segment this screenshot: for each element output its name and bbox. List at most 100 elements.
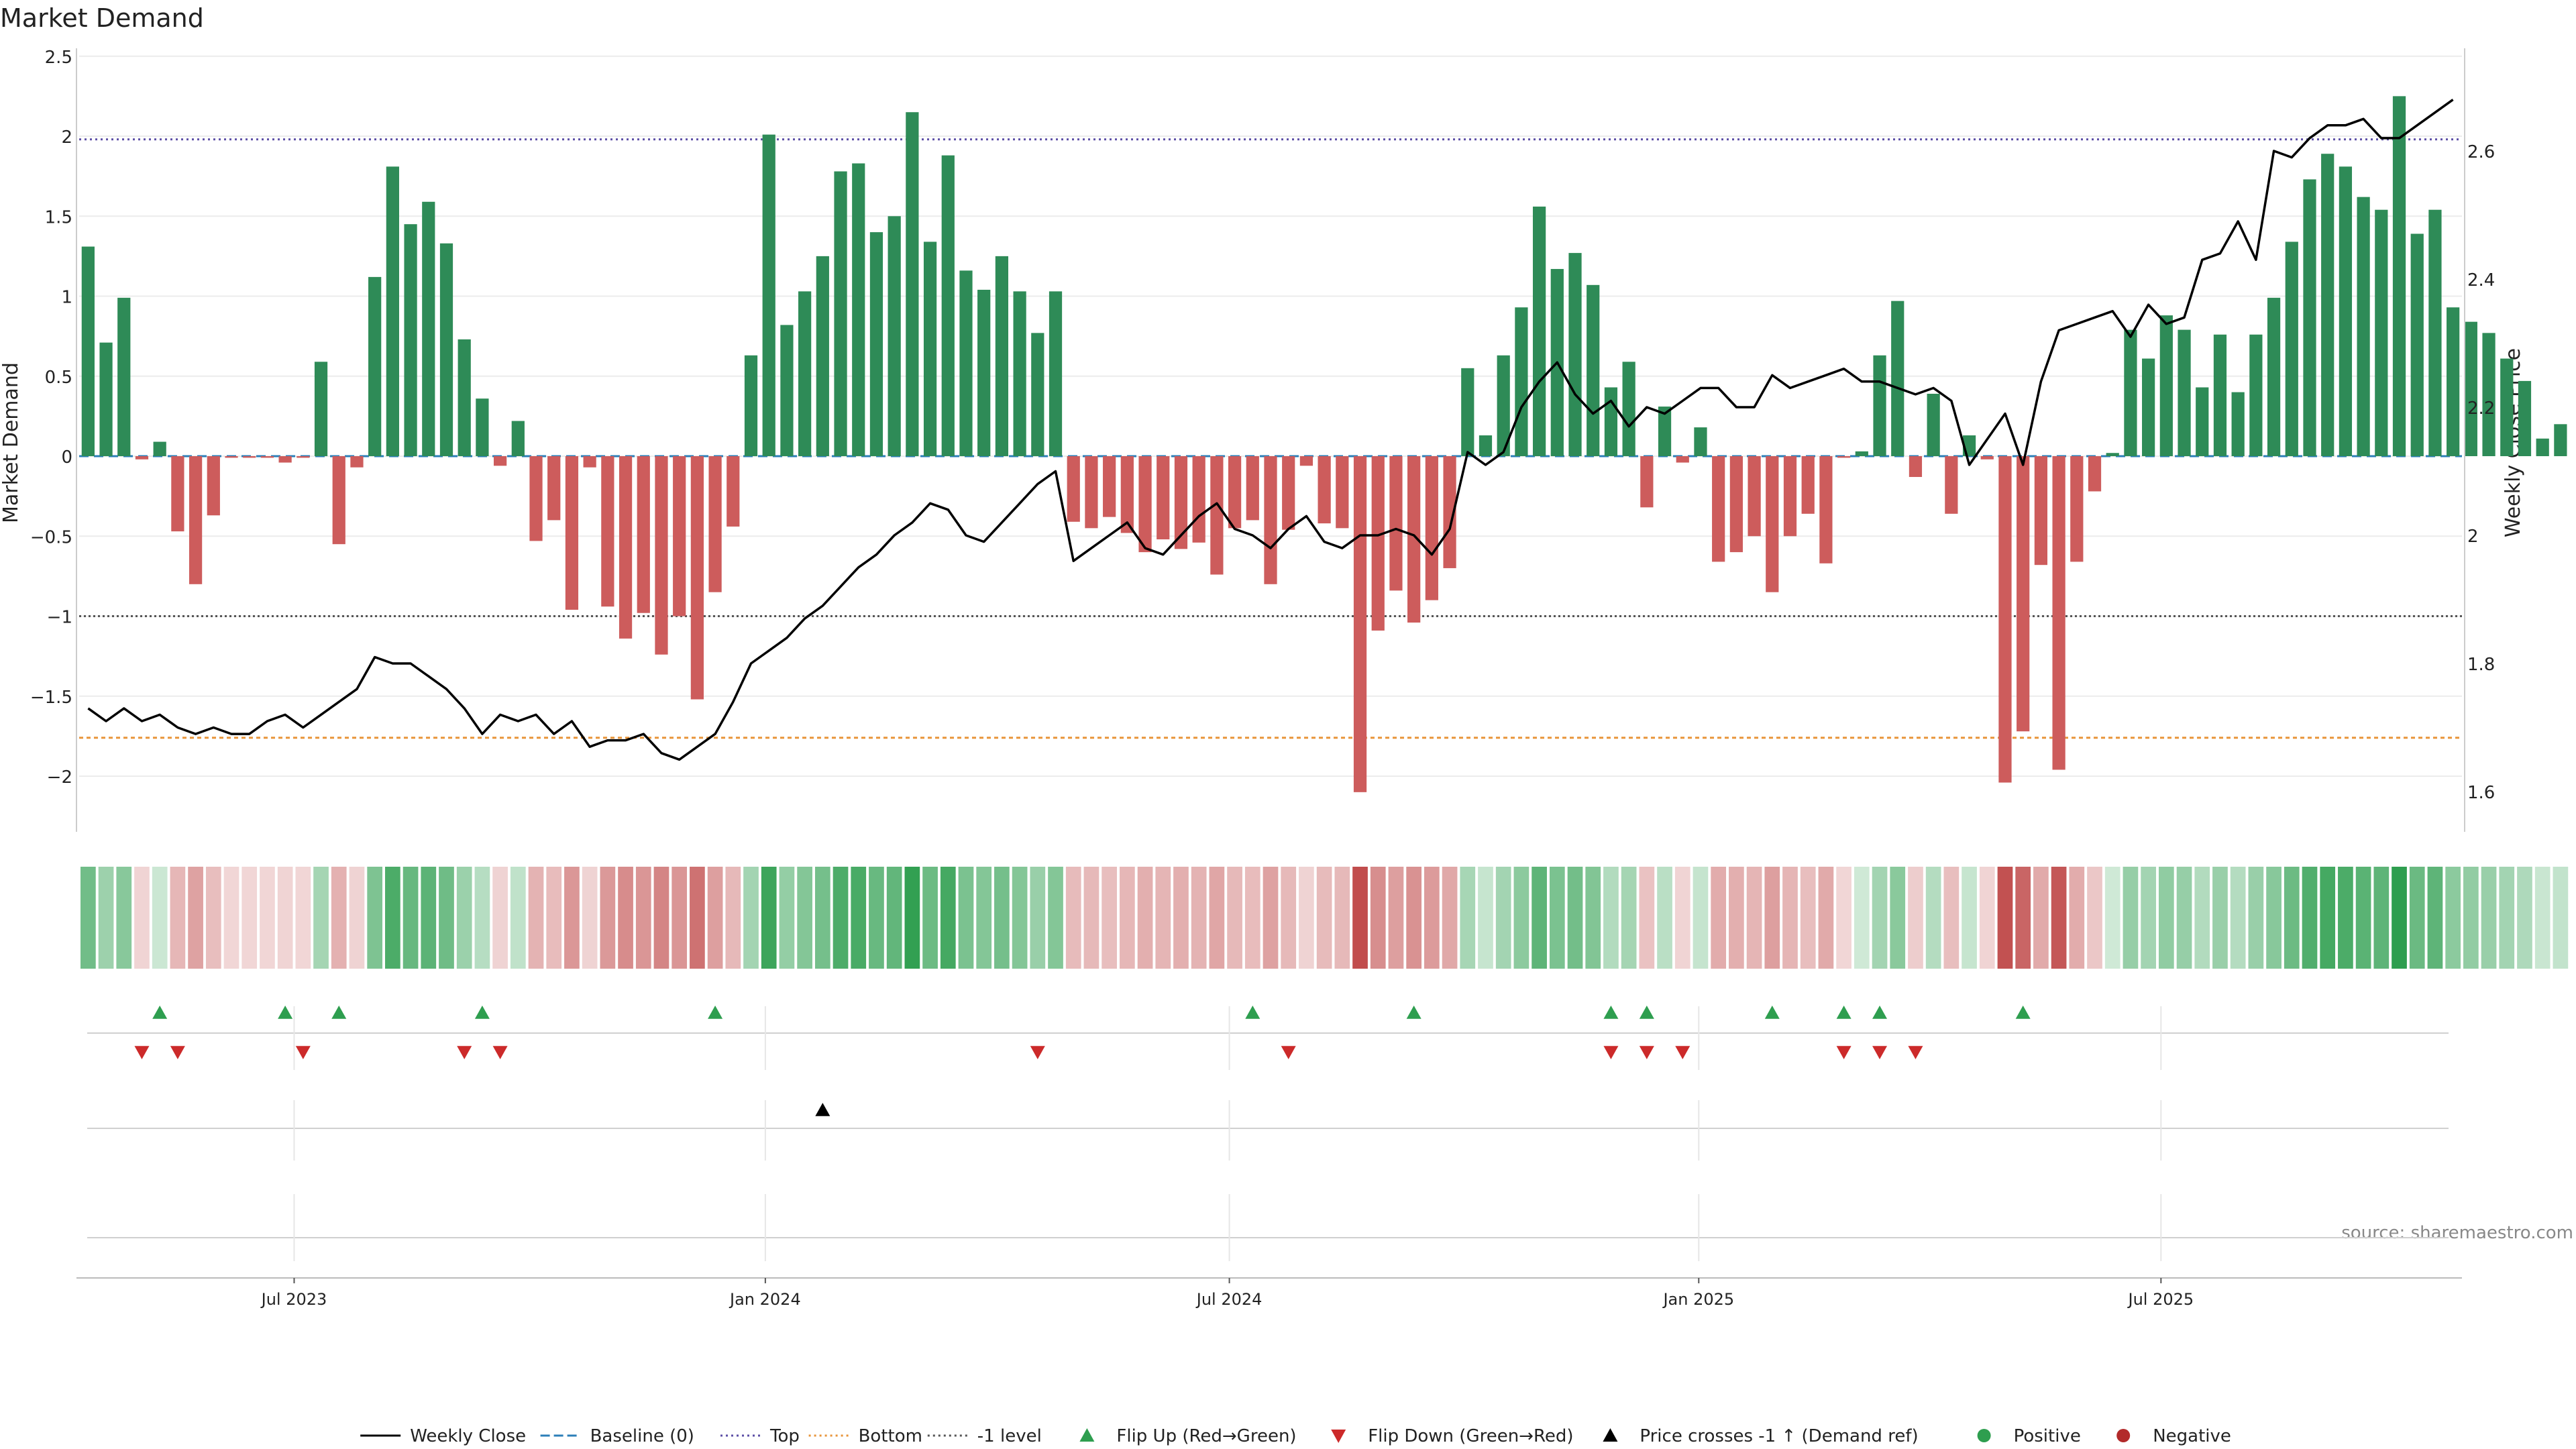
heat-cell [2087,867,2102,969]
demand-bar [1819,456,1833,564]
demand-bar [117,297,131,456]
legend-triangle-down-marker [1331,1430,1346,1443]
demand-bar [2142,358,2155,456]
legend: Weekly Close Baseline (0) Top Bottom -1 leve… [360,1426,2231,1446]
heat-cell [2409,867,2425,969]
heat-cell [1782,867,1798,969]
heat-cell [510,867,526,969]
heat-cell [1424,867,1440,969]
flip-down-marker [1603,1046,1619,1059]
demand-bar [2410,233,2424,456]
y-tick-label: 1.5 [45,207,72,227]
heat-cell [456,867,472,969]
demand-bar [1103,456,1116,517]
demand-bar [1049,291,1063,456]
weekly-close-line [87,99,2454,761]
flip-up-marker [1764,1006,1780,1019]
heat-cell [1890,867,1906,969]
legend-item: Positive [1977,1426,2081,1446]
heat-cell [1442,867,1458,969]
heat-cell [1764,867,1780,969]
demand-bar [2392,96,2406,456]
legend-label: Baseline (0) [590,1426,694,1446]
flip-down-marker [1908,1046,1923,1059]
demand-bar [2178,329,2191,456]
legend-triangle-up-marker [1603,1428,1618,1442]
demand-bar [2339,166,2353,456]
heat-cell [1478,867,1493,969]
heat-cell [2176,867,2192,969]
y-tick-label: −2 [47,767,72,788]
x-tick-label: Jul 2023 [260,1290,327,1309]
demand-bar [619,456,633,639]
demand-bar [368,276,382,456]
demand-bar [1604,387,1618,456]
y-tick-label: −0.5 [30,527,72,547]
demand-bar [690,456,704,700]
demand-bar [529,456,543,541]
demand-bar [547,456,561,521]
heat-cell [2015,867,2031,969]
heat-cell [260,867,275,969]
x-tick-label: Jan 2025 [1662,1290,1734,1309]
heat-cell [1657,867,1672,969]
demand-bar [2106,453,2119,456]
demand-bar [1085,456,1098,529]
heat-cell [1209,867,1225,969]
heat-cell [385,867,400,969]
heat-cell [1155,867,1171,969]
demand-bar [708,456,722,592]
legend-item: Flip Down (Green→Red) [1331,1426,1574,1446]
heat-cell [1370,867,1386,969]
legend-item: Top [720,1426,800,1446]
demand-bar [2464,321,2477,456]
demand-bar [1228,456,1242,529]
heat-cell [2230,867,2246,969]
heat-cell [1513,867,1529,969]
heat-cell [170,867,186,969]
source-text: source: sharemaestro.com [2341,1223,2573,1243]
legend-label: Weekly Close [410,1426,526,1446]
demand-bar [1425,456,1438,600]
flip-down-marker [295,1046,311,1059]
heat-cell [1119,867,1135,969]
heat-cell [439,867,454,969]
demand-bar [2034,456,2048,566]
demand-bar [386,166,399,456]
heat-cell [402,867,419,969]
y2-tick-label: 2.4 [2467,270,2495,290]
flip-up-marker [474,1006,490,1019]
flip-up-marker [1836,1006,1851,1019]
heat-cell [1603,867,1619,969]
heat-cell [1263,867,1279,969]
demand-bar [852,163,865,457]
flip-up-marker [1639,1006,1654,1019]
demand-heat-strip [80,867,2569,969]
demand-bar [727,456,740,527]
demand-bar [1318,456,1331,524]
demand-bar [2554,424,2567,456]
heat-cell [922,867,938,969]
heat-cell [672,867,688,969]
y-tick-label: 2.5 [45,48,72,68]
heat-cell [707,867,723,969]
demand-bar [1891,301,1904,456]
flip-down-marker [1030,1046,1045,1059]
demand-bar [1712,456,1725,562]
demand-bar [1067,456,1080,522]
demand-bar [1998,456,2012,783]
heat-cell [1173,867,1189,969]
legend-item: Price crosses -1 ↑ (Demand ref) [1603,1426,1919,1446]
demand-bar [1461,368,1474,456]
demand-bar [601,456,614,607]
flip-down-marker [134,1046,150,1059]
flip-down-marker [170,1046,185,1059]
demand-bar [1909,456,1923,478]
legend-label: Positive [2014,1426,2081,1446]
y2-tick-label: 1.6 [2467,783,2495,803]
heat-cell [2355,867,2371,969]
demand-bar [816,256,829,456]
demand-bar [2536,438,2549,456]
legend-label: Bottom [859,1426,922,1446]
heat-cell [1729,867,1744,969]
